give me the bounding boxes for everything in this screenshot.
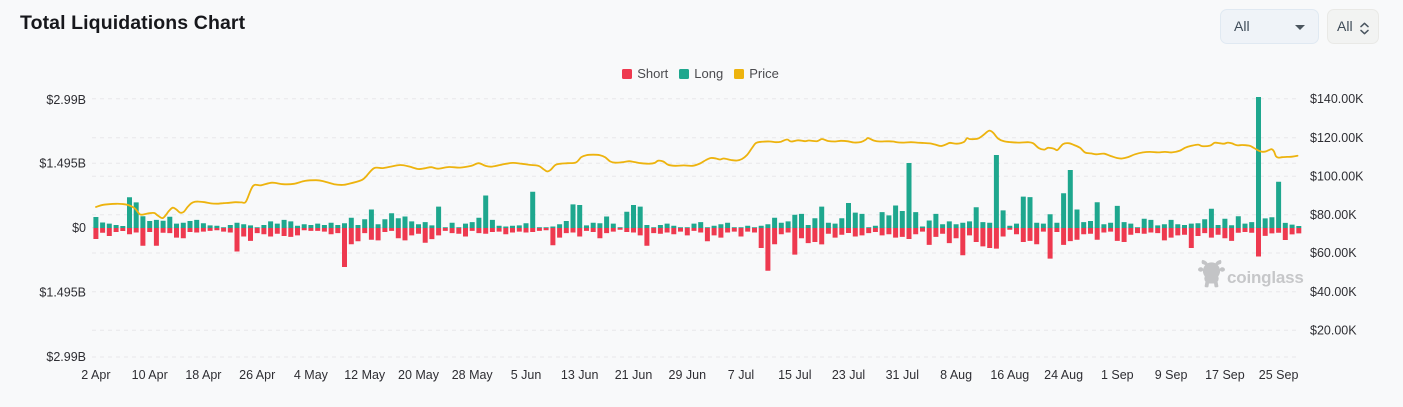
svg-text:1 Sep: 1 Sep bbox=[1101, 368, 1134, 382]
svg-text:17 Sep: 17 Sep bbox=[1205, 368, 1245, 382]
svg-text:$140.00K: $140.00K bbox=[1310, 92, 1364, 106]
svg-text:$20.00K: $20.00K bbox=[1310, 324, 1357, 338]
svg-text:$80.00K: $80.00K bbox=[1310, 208, 1357, 222]
svg-text:23 Jul: 23 Jul bbox=[832, 368, 865, 382]
svg-text:7 Jul: 7 Jul bbox=[728, 368, 754, 382]
svg-text:12 May: 12 May bbox=[344, 368, 386, 382]
svg-text:16 Aug: 16 Aug bbox=[990, 368, 1029, 382]
svg-text:21 Jun: 21 Jun bbox=[615, 368, 653, 382]
svg-text:$60.00K: $60.00K bbox=[1310, 246, 1357, 260]
svg-text:$120.00K: $120.00K bbox=[1310, 131, 1364, 145]
svg-text:$2.99B: $2.99B bbox=[46, 93, 86, 107]
svg-text:24 Aug: 24 Aug bbox=[1044, 368, 1083, 382]
svg-text:20 May: 20 May bbox=[398, 368, 440, 382]
svg-text:2 Apr: 2 Apr bbox=[81, 368, 110, 382]
svg-text:31 Jul: 31 Jul bbox=[886, 368, 919, 382]
svg-text:29 Jun: 29 Jun bbox=[669, 368, 707, 382]
svg-text:10 Apr: 10 Apr bbox=[132, 368, 168, 382]
svg-text:8 Aug: 8 Aug bbox=[940, 368, 972, 382]
svg-text:26 Apr: 26 Apr bbox=[239, 368, 275, 382]
svg-text:28 May: 28 May bbox=[452, 368, 494, 382]
svg-text:$100.00K: $100.00K bbox=[1310, 169, 1364, 183]
svg-text:$0: $0 bbox=[72, 221, 86, 235]
svg-text:$1.495B: $1.495B bbox=[39, 156, 86, 170]
svg-text:9 Sep: 9 Sep bbox=[1155, 368, 1188, 382]
svg-text:13 Jun: 13 Jun bbox=[561, 368, 599, 382]
svg-text:18 Apr: 18 Apr bbox=[185, 368, 221, 382]
svg-text:25 Sep: 25 Sep bbox=[1259, 368, 1299, 382]
svg-text:$2.99B: $2.99B bbox=[46, 350, 86, 364]
svg-text:5 Jun: 5 Jun bbox=[511, 368, 542, 382]
svg-text:15 Jul: 15 Jul bbox=[778, 368, 811, 382]
svg-text:$40.00K: $40.00K bbox=[1310, 285, 1357, 299]
svg-text:4 May: 4 May bbox=[294, 368, 329, 382]
svg-text:coinglass: coinglass bbox=[1227, 268, 1304, 287]
svg-text:$1.495B: $1.495B bbox=[39, 286, 86, 300]
